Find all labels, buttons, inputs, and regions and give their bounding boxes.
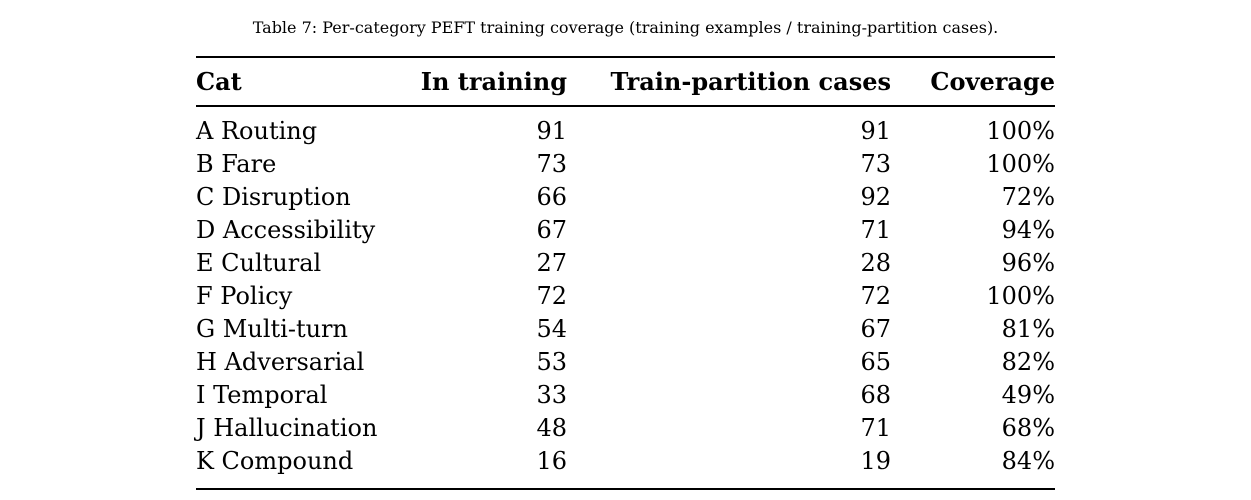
table-caption: Table 7: Per-category PEFT training cove… — [252, 18, 999, 37]
cell-in-training: 67 — [536, 216, 567, 244]
cell-category: B Fare — [196, 150, 277, 178]
table-row: I Temporal 33 68 49% — [196, 379, 1055, 412]
cell-category: A Routing — [196, 117, 318, 145]
table-header-row: Cat In training Train-partition cases Co… — [196, 58, 1055, 105]
header-in-training: In training — [420, 67, 567, 96]
cell-category: I Temporal — [196, 381, 328, 409]
cell-in-training: 48 — [536, 414, 567, 442]
cell-in-training: 54 — [536, 315, 567, 343]
cell-category: K Compound — [196, 447, 354, 475]
table-row: G Multi-turn 54 67 81% — [196, 313, 1055, 346]
cell-train-partition-cases: 68 — [860, 381, 891, 409]
top-rule — [196, 56, 1055, 58]
cell-category: J Hallucination — [196, 414, 378, 442]
table-row: J Hallucination 48 71 68% — [196, 412, 1055, 445]
cell-train-partition-cases: 67 — [860, 315, 891, 343]
cell-train-partition-cases: 92 — [860, 183, 891, 211]
cell-category: C Disruption — [196, 183, 351, 211]
cell-in-training: 73 — [536, 150, 567, 178]
cell-train-partition-cases: 71 — [860, 216, 891, 244]
table-row: E Cultural 27 28 96% — [196, 247, 1055, 280]
table-row: C Disruption 66 92 72% — [196, 181, 1055, 214]
cell-train-partition-cases: 65 — [860, 348, 891, 376]
header-train-partition-cases: Train-partition cases — [610, 67, 892, 96]
cell-train-partition-cases: 91 — [860, 117, 891, 145]
cell-in-training: 72 — [536, 282, 567, 310]
table-body: A Routing 91 91 100% B Fare 73 73 100% C Disrupt… — [196, 115, 1055, 478]
cell-in-training: 33 — [536, 381, 567, 409]
cell-train-partition-cases: 19 — [860, 447, 891, 475]
cell-coverage: 72% — [1001, 183, 1055, 211]
cell-train-partition-cases: 28 — [860, 249, 891, 277]
table-row: B Fare 73 73 100% — [196, 148, 1055, 181]
cell-coverage: 84% — [1001, 447, 1055, 475]
cell-coverage: 100% — [986, 117, 1055, 145]
header-cat: Cat — [196, 67, 242, 96]
cell-coverage: 68% — [1001, 414, 1055, 442]
cell-train-partition-cases: 72 — [860, 282, 891, 310]
cell-coverage: 100% — [986, 150, 1055, 178]
cell-category: G Multi-turn — [196, 315, 348, 343]
header-coverage: Coverage — [930, 67, 1055, 96]
cell-coverage: 100% — [986, 282, 1055, 310]
cell-category: H Adversarial — [196, 348, 365, 376]
cell-category: F Policy — [196, 282, 293, 310]
table-row: F Policy 72 72 100% — [196, 280, 1055, 313]
cell-in-training: 16 — [536, 447, 567, 475]
cell-in-training: 66 — [536, 183, 567, 211]
cell-category: D Accessibility — [196, 216, 376, 244]
table-row: H Adversarial 53 65 82% — [196, 346, 1055, 379]
cell-in-training: 53 — [536, 348, 567, 376]
cell-coverage: 94% — [1001, 216, 1055, 244]
cell-coverage: 96% — [1001, 249, 1055, 277]
cell-in-training: 27 — [536, 249, 567, 277]
cell-coverage: 82% — [1001, 348, 1055, 376]
cell-coverage: 81% — [1001, 315, 1055, 343]
header-rule — [196, 105, 1055, 107]
coverage-table: Cat In training Train-partition cases Co… — [196, 56, 1055, 490]
cell-train-partition-cases: 73 — [860, 150, 891, 178]
cell-coverage: 49% — [1001, 381, 1055, 409]
cell-in-training: 91 — [536, 117, 567, 145]
cell-train-partition-cases: 71 — [860, 414, 891, 442]
table-row: A Routing 91 91 100% — [196, 115, 1055, 148]
table-row: D Accessibility 67 71 94% — [196, 214, 1055, 247]
table-row: K Compound 16 19 84% — [196, 445, 1055, 478]
bottom-rule — [196, 487, 1055, 490]
cell-category: E Cultural — [196, 249, 322, 277]
